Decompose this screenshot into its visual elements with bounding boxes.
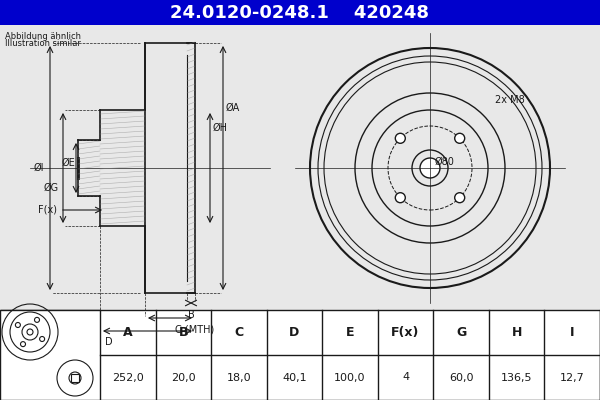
Circle shape xyxy=(395,133,406,143)
Bar xyxy=(71,374,79,382)
Text: B: B xyxy=(188,310,194,320)
Text: 252,0: 252,0 xyxy=(112,372,143,382)
Bar xyxy=(0,310,100,400)
Circle shape xyxy=(455,133,464,143)
Text: ØG: ØG xyxy=(44,183,59,193)
Text: ØI: ØI xyxy=(34,163,44,173)
Text: 24.0120-0248.1    420248: 24.0120-0248.1 420248 xyxy=(170,4,430,22)
Text: 2x M8: 2x M8 xyxy=(495,95,525,105)
Text: G: G xyxy=(456,326,466,339)
Text: D: D xyxy=(289,326,299,339)
Text: ØA: ØA xyxy=(226,103,240,113)
Text: 100,0: 100,0 xyxy=(334,372,366,382)
Text: C (MTH): C (MTH) xyxy=(175,325,214,335)
Text: ØE: ØE xyxy=(61,158,75,168)
Text: 18,0: 18,0 xyxy=(227,372,251,382)
Text: D: D xyxy=(105,337,113,347)
Text: Illustration similar: Illustration similar xyxy=(5,39,81,48)
Text: H: H xyxy=(511,326,522,339)
Text: A: A xyxy=(123,326,133,339)
Text: E: E xyxy=(346,326,354,339)
Text: I: I xyxy=(570,326,574,339)
Circle shape xyxy=(420,158,440,178)
Text: ØH: ØH xyxy=(213,123,228,133)
Text: 20,0: 20,0 xyxy=(171,372,196,382)
Text: F(x): F(x) xyxy=(38,205,57,215)
Circle shape xyxy=(395,193,406,203)
Text: 60,0: 60,0 xyxy=(449,372,473,382)
Text: 4: 4 xyxy=(402,372,409,382)
Bar xyxy=(0,0,600,25)
Text: Abbildung ähnlich: Abbildung ähnlich xyxy=(5,32,81,41)
Text: F(x): F(x) xyxy=(391,326,420,339)
Text: B: B xyxy=(179,326,188,339)
Text: 40,1: 40,1 xyxy=(282,372,307,382)
Text: 12,7: 12,7 xyxy=(560,372,584,382)
Circle shape xyxy=(455,193,464,203)
Text: 136,5: 136,5 xyxy=(501,372,532,382)
Bar xyxy=(0,310,600,400)
Text: C: C xyxy=(235,326,244,339)
Text: Ø80: Ø80 xyxy=(435,157,455,167)
